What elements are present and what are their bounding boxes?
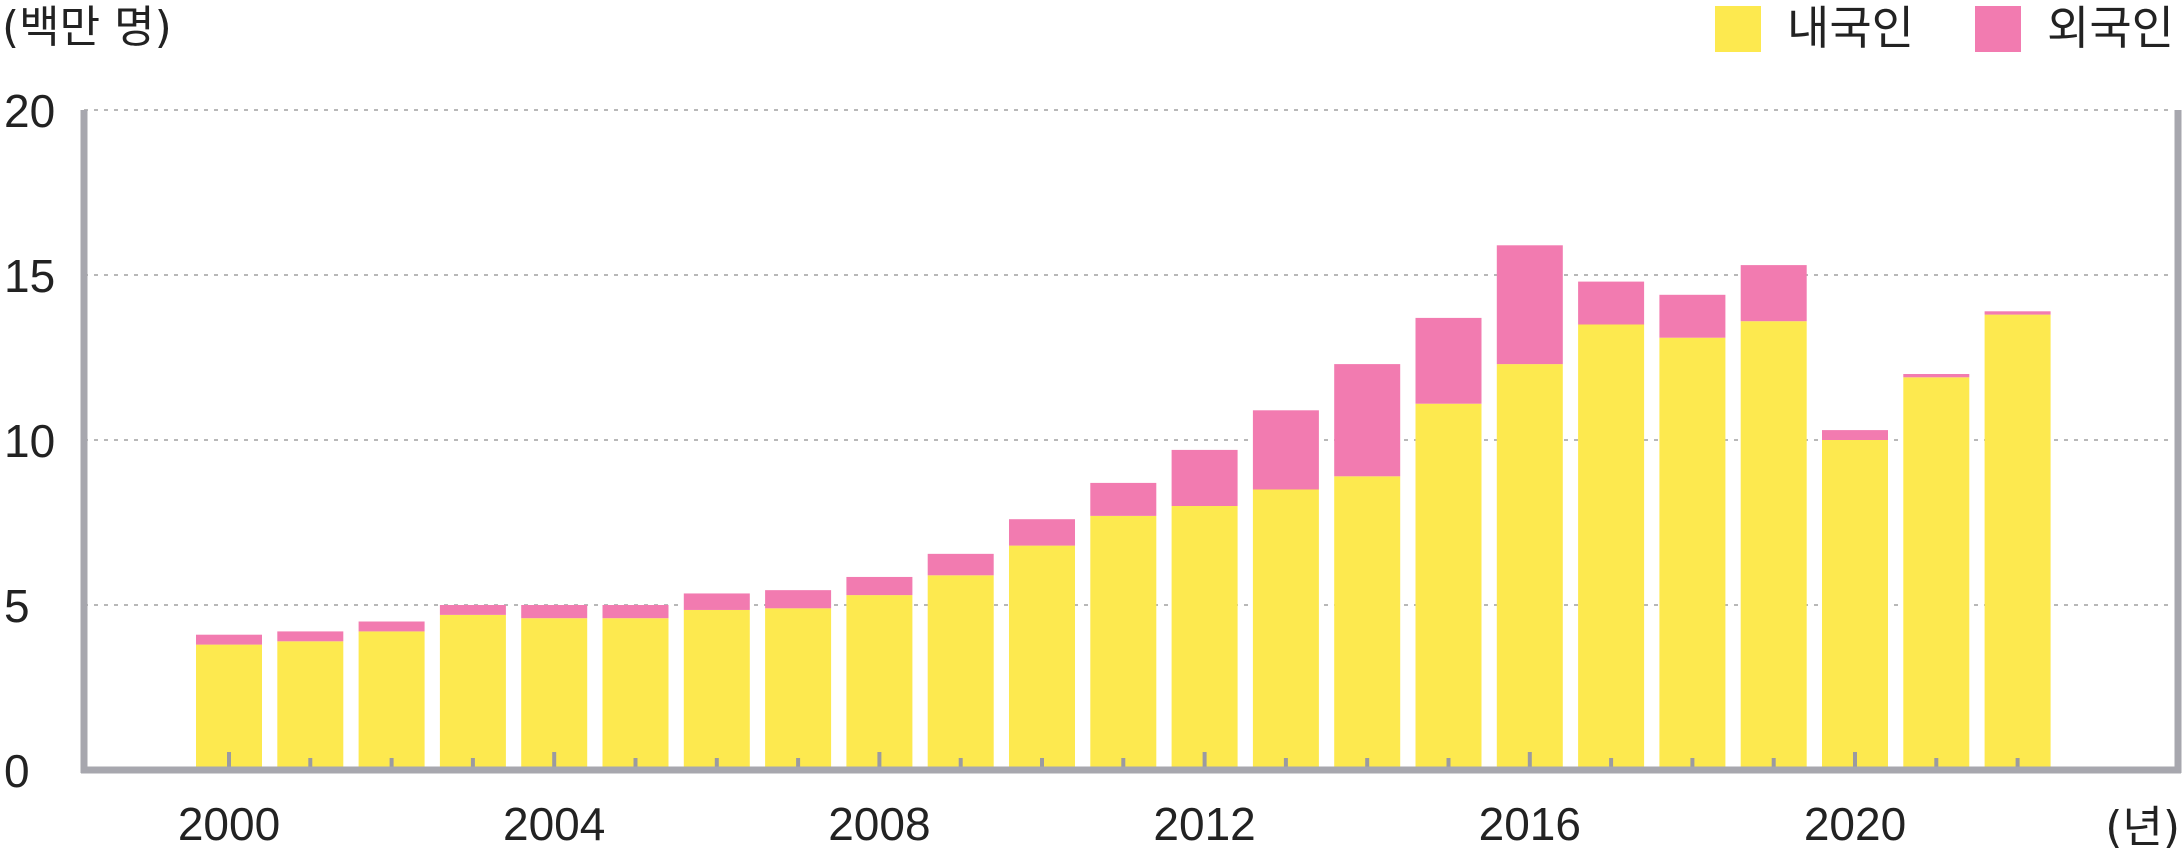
bar-foreign-2019 bbox=[1740, 265, 1807, 322]
bar-foreign-2005 bbox=[602, 605, 669, 619]
bar-domestic-2022 bbox=[1984, 314, 2051, 770]
y-tick-label: 10 bbox=[4, 415, 55, 467]
bar-foreign-2015 bbox=[1415, 317, 1482, 404]
bar-foreign-2007 bbox=[765, 590, 832, 609]
bar-domestic-2011 bbox=[1090, 515, 1157, 770]
x-tick-labels: 2000 2004 2008 2012 2016 2020 bbox=[178, 798, 1906, 850]
bar-domestic-2018 bbox=[1659, 337, 1726, 770]
bar-foreign-2021 bbox=[1903, 374, 1970, 378]
bar-foreign-2009 bbox=[927, 553, 994, 576]
bar-domestic-2015 bbox=[1415, 403, 1482, 770]
bar-foreign-2004 bbox=[521, 605, 588, 619]
bar-foreign-2000 bbox=[196, 634, 262, 645]
bar-foreign-2020 bbox=[1822, 430, 1888, 440]
legend-label-foreign: 외국인 bbox=[2047, 1, 2174, 55]
bar-domestic-2006 bbox=[683, 609, 750, 770]
bar-domestic-2007 bbox=[765, 608, 832, 770]
bar-foreign-2010 bbox=[1009, 519, 1075, 546]
y-tick-label: 20 bbox=[4, 85, 55, 137]
x-tick-label: 2020 bbox=[1804, 798, 1906, 850]
bar-domestic-2004 bbox=[521, 618, 588, 770]
x-tick-label: 2016 bbox=[1479, 798, 1581, 850]
y-unit-label: (백만 명) bbox=[2, 2, 172, 53]
bar-foreign-2016 bbox=[1496, 245, 1563, 365]
axes bbox=[80, 110, 2182, 774]
x-tick-label: 2000 bbox=[178, 798, 280, 850]
bar-domestic-2019 bbox=[1740, 321, 1807, 770]
bar-foreign-2006 bbox=[683, 593, 750, 610]
bar-domestic-2001 bbox=[277, 641, 344, 770]
bar-foreign-2001 bbox=[277, 631, 344, 642]
y-tick-label: 5 bbox=[4, 580, 30, 632]
legend-label-domestic: 내국인 bbox=[1787, 1, 1914, 55]
bar-domestic-2008 bbox=[846, 595, 913, 770]
legend: 내국인 외국인 bbox=[1715, 1, 2174, 55]
bar-foreign-2008 bbox=[846, 576, 913, 596]
bar-foreign-2014 bbox=[1334, 364, 1401, 477]
legend-swatch-domestic bbox=[1715, 6, 1761, 52]
bar-domestic-2003 bbox=[439, 614, 506, 770]
bar-domestic-2017 bbox=[1578, 324, 1645, 770]
bar-foreign-2022 bbox=[1984, 311, 2051, 315]
x-tick-label: 2012 bbox=[1153, 798, 1255, 850]
bar-domestic-2002 bbox=[358, 631, 425, 770]
legend-swatch-foreign bbox=[1975, 6, 2021, 52]
bar-foreign-2011 bbox=[1090, 482, 1157, 516]
bar-domestic-2000 bbox=[196, 644, 262, 770]
bar-domestic-2014 bbox=[1334, 476, 1401, 770]
x-tick-label: 2008 bbox=[828, 798, 930, 850]
bar-domestic-2016 bbox=[1496, 364, 1563, 770]
bar-domestic-2020 bbox=[1822, 440, 1888, 770]
bar-foreign-2018 bbox=[1659, 294, 1726, 338]
y-tick-label: 0 bbox=[4, 745, 30, 797]
bar-foreign-2017 bbox=[1578, 281, 1645, 325]
bar-foreign-2012 bbox=[1171, 449, 1238, 506]
y-tick-labels: 0 5 10 15 20 bbox=[4, 85, 55, 797]
bar-domestic-2021 bbox=[1903, 377, 1970, 770]
bar-domestic-2005 bbox=[602, 618, 669, 770]
x-unit-label: (년) bbox=[2105, 802, 2180, 853]
bar-foreign-2003 bbox=[439, 605, 506, 615]
bar-domestic-2010 bbox=[1009, 545, 1075, 770]
bars bbox=[196, 245, 2051, 770]
bar-domestic-2012 bbox=[1171, 506, 1238, 770]
bar-domestic-2013 bbox=[1252, 489, 1319, 770]
y-tick-label: 15 bbox=[4, 250, 55, 302]
bar-domestic-2009 bbox=[927, 575, 994, 770]
bar-foreign-2002 bbox=[358, 621, 425, 632]
x-tick-label: 2004 bbox=[503, 798, 605, 850]
bar-foreign-2013 bbox=[1252, 410, 1319, 490]
